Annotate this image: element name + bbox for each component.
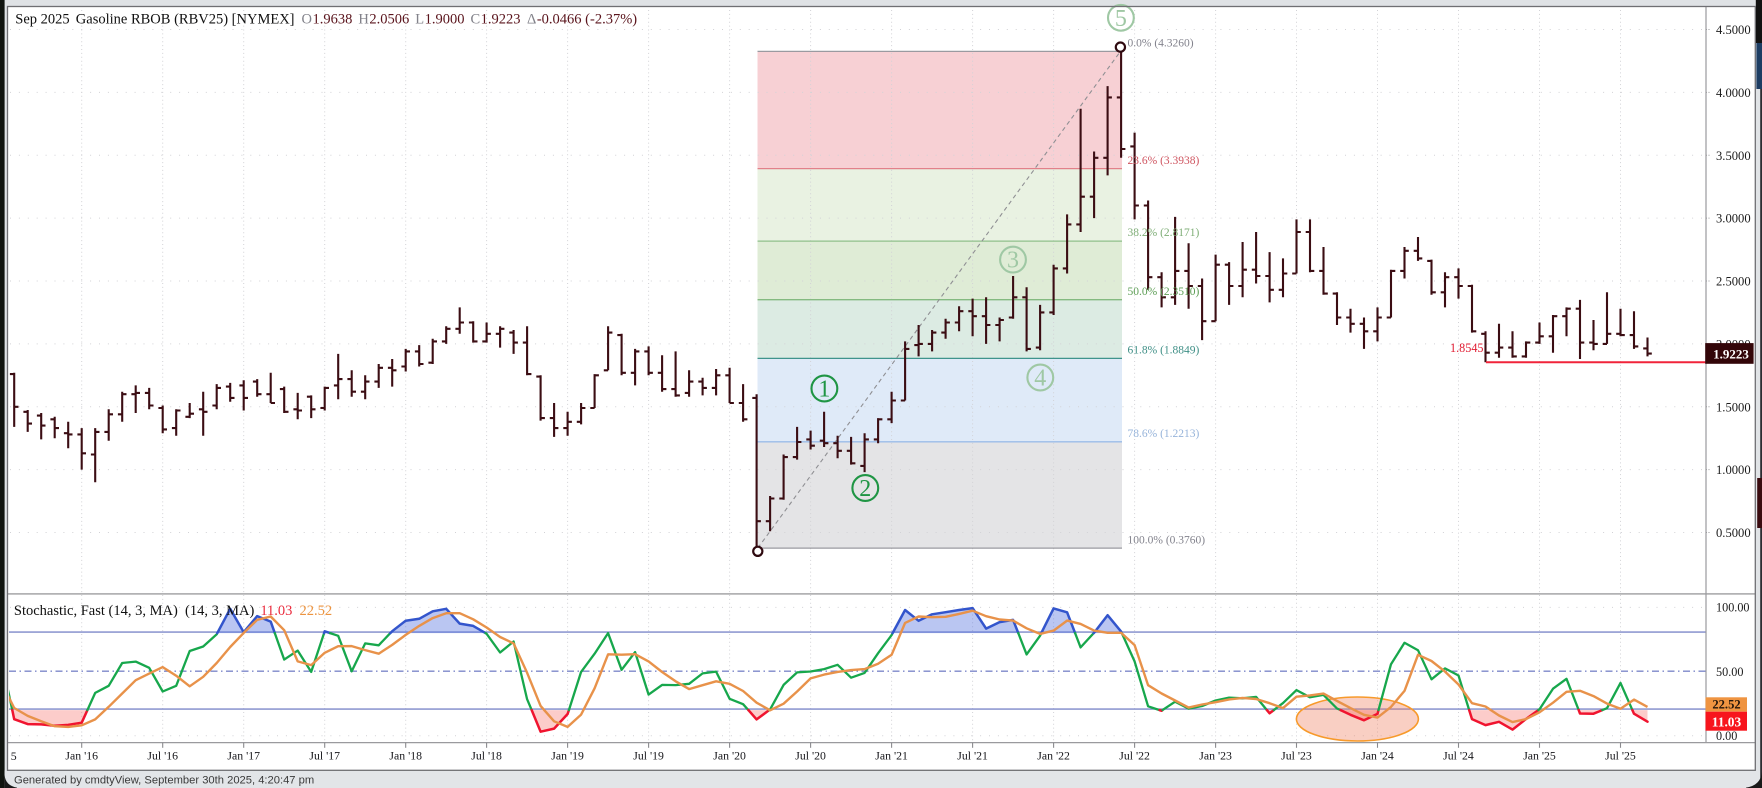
svg-text:3: 3: [1007, 248, 1019, 274]
svg-text:Jan '22: Jan '22: [1037, 749, 1070, 763]
svg-text:Jul '25: Jul '25: [1605, 749, 1636, 763]
svg-text:11.03: 11.03: [1712, 714, 1742, 729]
svg-text:50.0% (2.3510): 50.0% (2.3510): [1128, 286, 1200, 298]
svg-text:Jan '21: Jan '21: [875, 749, 908, 763]
svg-text:Stochastic, Fast (14, 3, MA) (: Stochastic, Fast (14, 3, MA) (14, 3, MA)…: [14, 603, 332, 619]
svg-text:5: 5: [1115, 6, 1127, 32]
svg-text:100.00: 100.00: [1716, 601, 1750, 615]
svg-text:Jul '16: Jul '16: [147, 749, 178, 763]
svg-text:Jul '19: Jul '19: [633, 749, 664, 763]
svg-text:Jan '20: Jan '20: [713, 749, 746, 763]
svg-text:3.5000: 3.5000: [1716, 149, 1751, 163]
svg-text:2.5000: 2.5000: [1716, 275, 1751, 289]
svg-text:38.2% (2.8171): 38.2% (2.8171): [1128, 227, 1200, 239]
svg-text:78.6% (1.2213): 78.6% (1.2213): [1128, 428, 1200, 440]
svg-text:Jan '19: Jan '19: [551, 749, 584, 763]
svg-text:Jan '23: Jan '23: [1199, 749, 1232, 763]
svg-text:Sep 2025 Gasoline RBOB (RBV25): Sep 2025 Gasoline RBOB (RBV25) [NYMEX] O1…: [15, 12, 637, 28]
svg-text:1.8545: 1.8545: [1450, 341, 1484, 355]
svg-text:3.0000: 3.0000: [1716, 212, 1751, 226]
svg-text:0.00: 0.00: [1716, 729, 1737, 743]
svg-text:Jan '24: Jan '24: [1361, 749, 1394, 763]
svg-text:Jan '16: Jan '16: [65, 749, 98, 763]
svg-text:Jul '23: Jul '23: [1281, 749, 1312, 763]
svg-text:50.00: 50.00: [1716, 665, 1743, 679]
svg-text:1: 1: [818, 377, 830, 403]
svg-text:4.0000: 4.0000: [1716, 86, 1751, 100]
svg-text:Jul '20: Jul '20: [795, 749, 826, 763]
svg-text:Jul '22: Jul '22: [1119, 749, 1150, 763]
svg-text:23.6% (3.3938): 23.6% (3.3938): [1128, 155, 1200, 167]
svg-text:5: 5: [11, 749, 17, 763]
svg-text:Jan '25: Jan '25: [1523, 749, 1556, 763]
svg-text:1.5000: 1.5000: [1716, 400, 1751, 414]
svg-text:22.52: 22.52: [1712, 698, 1740, 712]
svg-text:4: 4: [1034, 366, 1046, 392]
svg-text:4.5000: 4.5000: [1716, 23, 1751, 37]
svg-text:61.8% (1.8849): 61.8% (1.8849): [1128, 345, 1200, 357]
svg-text:Jan '17: Jan '17: [227, 749, 260, 763]
svg-text:Jul '24: Jul '24: [1443, 749, 1474, 763]
svg-text:0.0% (4.3260): 0.0% (4.3260): [1128, 38, 1194, 50]
svg-text:1.9223: 1.9223: [1713, 346, 1749, 361]
svg-text:2: 2: [859, 476, 871, 502]
svg-text:100.0% (0.3760): 100.0% (0.3760): [1128, 534, 1206, 546]
svg-text:Jul '17: Jul '17: [309, 749, 340, 763]
svg-text:Jul '21: Jul '21: [957, 749, 988, 763]
svg-text:1.0000: 1.0000: [1716, 463, 1751, 477]
svg-text:0.5000: 0.5000: [1716, 526, 1751, 540]
svg-text:Jul '18: Jul '18: [471, 749, 502, 763]
svg-text:Generated by cmdtyView, Septem: Generated by cmdtyView, September 30th 2…: [14, 775, 314, 787]
svg-text:Jan '18: Jan '18: [389, 749, 422, 763]
